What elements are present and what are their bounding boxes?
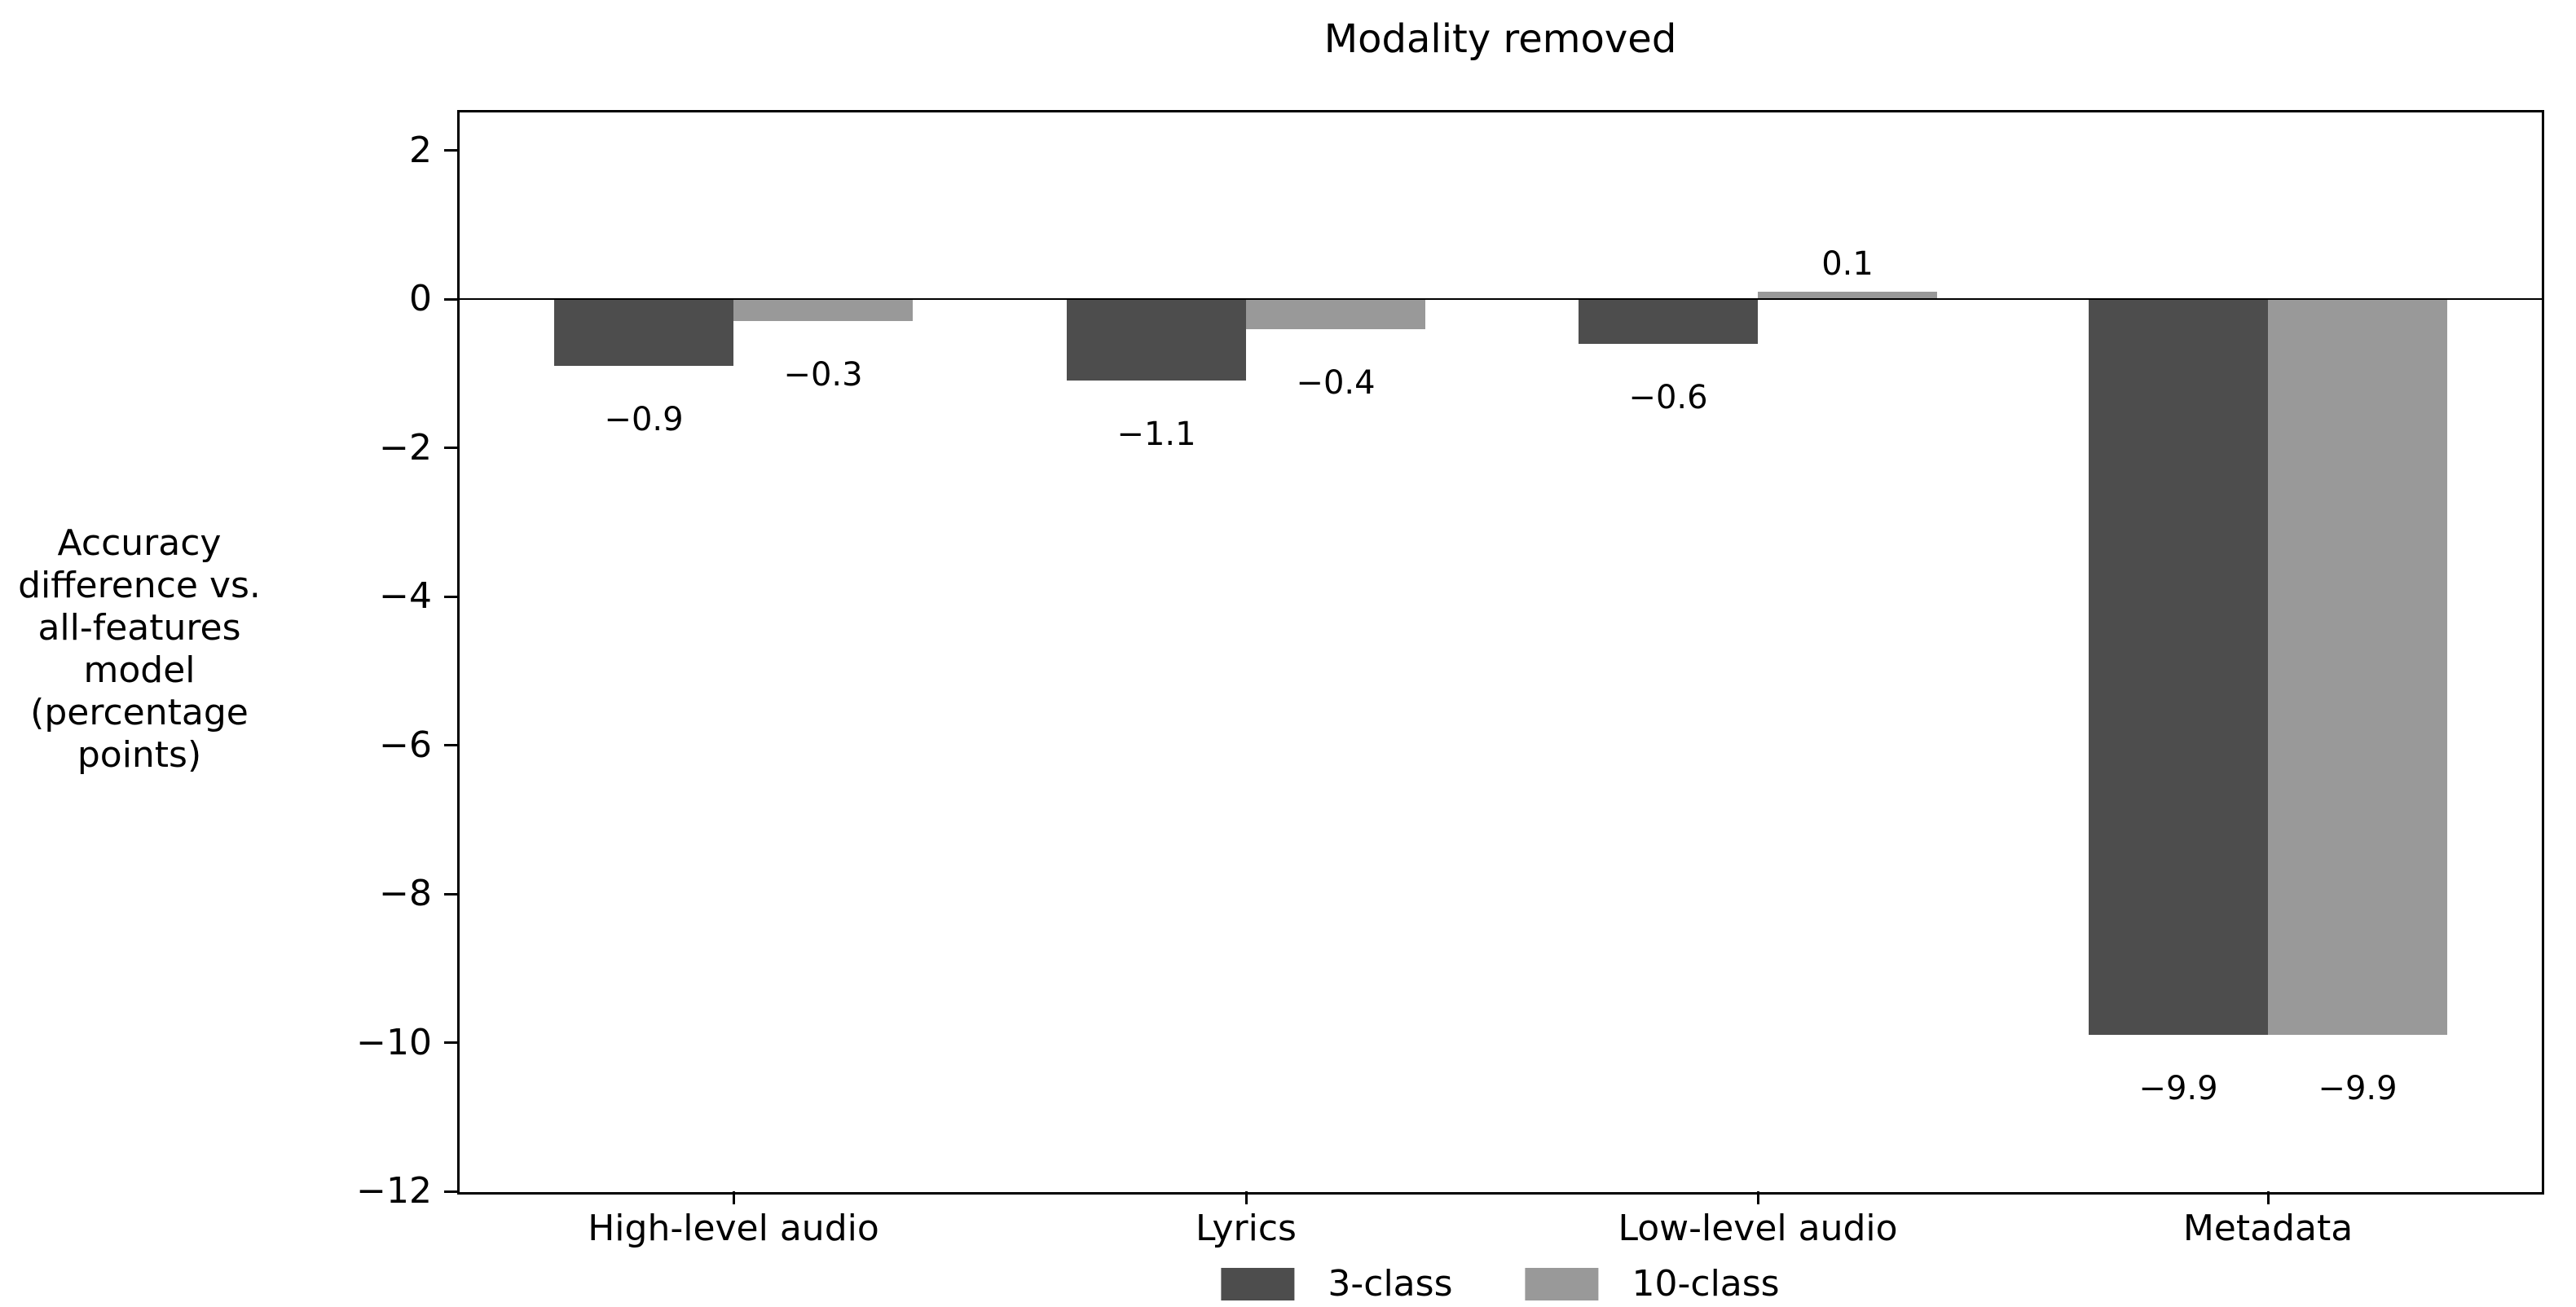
y-tick-mark <box>444 1041 457 1044</box>
legend-label-3-class: 3-class <box>1328 1263 1453 1305</box>
x-tick-mark <box>732 1191 735 1204</box>
y-tick-label: 2 <box>409 129 432 171</box>
bar-value-label: −0.4 <box>1296 363 1376 402</box>
bar-3-class-1 <box>1067 299 1246 381</box>
x-tick-label-1: Lyrics <box>1196 1208 1297 1249</box>
y-tick-mark <box>444 149 457 152</box>
bar-10-class-0 <box>733 299 913 322</box>
legend-swatch-3-class <box>1221 1268 1295 1300</box>
chart-title: Modality removed <box>1323 16 1677 62</box>
bar-3-class-2 <box>1579 299 1758 344</box>
y-tick-mark <box>444 297 457 301</box>
y-tick-mark <box>444 1190 457 1193</box>
y-tick-label: −4 <box>379 575 432 617</box>
y-tick-label: −8 <box>379 873 432 914</box>
plot-area <box>457 110 2544 1195</box>
y-axis-label: Accuracy difference vs. all-features model(… <box>0 522 279 777</box>
y-tick-label: −12 <box>356 1170 432 1212</box>
y-axis-label-line-3: model <box>83 649 196 691</box>
bar-3-class-0 <box>554 299 733 367</box>
x-tick-label-2: Low-level audio <box>1618 1208 1898 1249</box>
legend-label-10-class: 10-class <box>1631 1263 1780 1305</box>
y-axis-label-line-5: points) <box>77 734 202 776</box>
y-tick-mark <box>444 595 457 598</box>
y-tick-mark <box>444 892 457 896</box>
y-axis-label-line-1: difference vs. <box>18 565 261 606</box>
bar-value-label: −9.9 <box>2138 1070 2218 1108</box>
bar-value-label: −9.9 <box>2318 1070 2398 1108</box>
legend-item-10-class: 10-class <box>1525 1263 1780 1305</box>
y-tick-label: 0 <box>409 278 432 319</box>
bar-value-label: −0.6 <box>1628 378 1708 416</box>
y-axis-label-line-2: all-features <box>37 607 241 649</box>
bar-value-label: 0.1 <box>1821 244 1874 283</box>
x-tick-mark <box>1244 1191 1248 1204</box>
bar-10-class-3 <box>2268 299 2447 1036</box>
y-tick-mark <box>444 447 457 449</box>
x-tick-label-3: Metadata <box>2182 1208 2354 1249</box>
bar-value-label: −1.1 <box>1116 416 1196 454</box>
bar-10-class-2 <box>1758 291 1937 299</box>
x-tick-mark <box>1756 1191 1759 1204</box>
x-tick-mark <box>2266 1191 2270 1204</box>
y-tick-mark <box>444 744 457 746</box>
y-axis-label-line-4: (percentage <box>30 692 249 733</box>
legend: 3-class 10-class <box>1221 1263 1780 1305</box>
y-tick-label: −6 <box>379 724 432 766</box>
bar-value-label: −0.3 <box>783 356 863 394</box>
y-axis-label-line-0: Accuracy <box>57 522 222 564</box>
y-tick-label: −2 <box>379 426 432 469</box>
y-tick-label: −10 <box>356 1021 432 1063</box>
bar-value-label: −0.9 <box>604 401 684 439</box>
x-tick-label-0: High-level audio <box>588 1208 879 1249</box>
bar-10-class-1 <box>1246 299 1425 329</box>
zero-line <box>460 298 2542 300</box>
legend-item-3-class: 3-class <box>1221 1263 1453 1305</box>
bar-3-class-3 <box>2089 299 2268 1036</box>
legend-swatch-10-class <box>1525 1268 1599 1300</box>
